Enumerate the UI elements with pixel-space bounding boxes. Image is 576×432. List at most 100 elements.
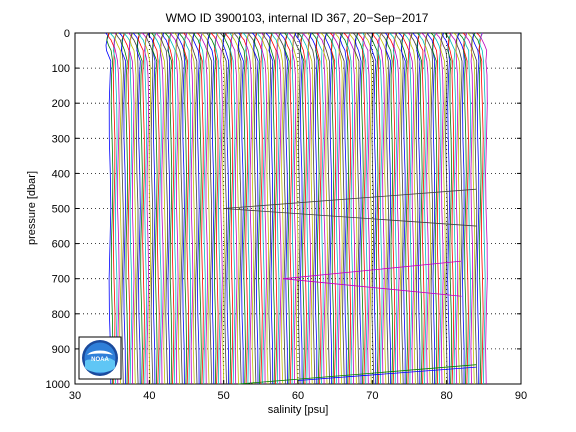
y-tick-label: 400	[52, 168, 70, 180]
profile-line	[279, 32, 288, 385]
profile-segment	[238, 364, 477, 385]
profile-line	[255, 32, 263, 385]
profile-line	[278, 32, 286, 385]
profile-line	[246, 32, 255, 385]
profile-line	[418, 32, 427, 385]
profile-line	[223, 32, 232, 385]
profile-line	[404, 32, 412, 385]
profile-line	[139, 32, 148, 385]
profile-line	[114, 32, 122, 385]
profile-line	[450, 33, 459, 385]
profile-line	[324, 32, 333, 384]
profile-line	[389, 32, 398, 385]
profile-line	[176, 32, 183, 385]
y-tick-label: 0	[64, 28, 70, 40]
profile-line	[471, 32, 478, 385]
profile-segment	[283, 260, 462, 280]
profile-line	[200, 32, 209, 385]
profile-line	[409, 32, 417, 385]
profile-line	[427, 32, 436, 385]
profile-line	[318, 32, 326, 385]
profile-line	[202, 32, 211, 385]
profile-line	[210, 32, 219, 385]
profile-line	[217, 32, 225, 385]
profile-line	[253, 32, 261, 385]
x-tick-label: 60	[292, 390, 304, 402]
profile-line	[308, 32, 316, 385]
profile-line	[425, 32, 434, 385]
profile-line	[412, 32, 421, 385]
profile-line	[263, 32, 272, 385]
profile-line	[215, 32, 223, 385]
profile-line	[378, 32, 385, 385]
y-tick-label: 700	[52, 274, 70, 286]
noaa-logo-text: NOAA	[91, 357, 109, 363]
profile-line	[455, 32, 463, 385]
profile-line	[106, 32, 114, 385]
profile-line	[155, 32, 164, 385]
profile-segment	[283, 278, 462, 297]
profile-line	[207, 32, 215, 385]
profile-line	[152, 32, 160, 385]
profile-line	[440, 32, 448, 385]
profile-line	[316, 32, 324, 385]
profile-line	[387, 32, 396, 385]
chart-title: WMO ID 3900103, internal ID 367, 20−Sep−…	[166, 11, 429, 25]
profile-line	[161, 32, 169, 385]
y-tick-label: 1000	[46, 379, 70, 391]
profile-line	[331, 32, 339, 385]
profile-line	[339, 32, 347, 384]
profile-line	[271, 33, 280, 385]
profile-line	[214, 32, 221, 385]
profile-line	[357, 32, 366, 385]
profile-line	[341, 32, 349, 385]
profile-line	[458, 32, 467, 385]
profile-line	[370, 32, 377, 384]
y-tick-label: 200	[52, 98, 70, 110]
profile-line	[448, 32, 457, 385]
profile-line	[113, 32, 120, 385]
profile-line	[311, 32, 320, 385]
profile-line	[132, 32, 141, 385]
profile-line	[262, 32, 270, 385]
profile-line	[277, 32, 284, 385]
profile-line	[179, 32, 188, 385]
y-axis-label: pressure [dbar]	[26, 171, 38, 245]
profile-line	[238, 32, 246, 385]
profile-line	[292, 32, 299, 385]
profile-line	[185, 32, 194, 385]
profile-line	[270, 32, 278, 385]
profile-line	[121, 32, 129, 385]
profile-line	[472, 32, 480, 385]
profile-line	[309, 32, 318, 384]
profile-line	[269, 32, 276, 385]
profile-line	[162, 32, 171, 385]
y-tick-label: 100	[52, 63, 70, 75]
y-tick-label: 300	[52, 133, 70, 145]
profile-lines	[105, 32, 488, 385]
profile-line	[349, 32, 358, 385]
x-tick-label: 50	[218, 390, 230, 402]
y-tick-label: 500	[52, 204, 70, 216]
profile-line	[177, 32, 185, 385]
profile-line	[124, 32, 133, 385]
profile-line	[457, 32, 465, 385]
x-tick-label: 80	[441, 390, 453, 402]
profile-line	[464, 32, 471, 385]
profile-line	[465, 32, 474, 385]
y-tick-label: 900	[52, 344, 70, 356]
plot-area: 30 40 50 60 70 80 9001002003004005006007008009…	[46, 28, 528, 402]
profile-line	[372, 32, 381, 385]
x-tick-label: 40	[143, 390, 155, 402]
profile-line	[107, 32, 116, 385]
profile-line	[245, 32, 253, 385]
y-tick-label: 800	[52, 309, 70, 321]
profile-line	[232, 32, 240, 385]
profile-line	[256, 32, 265, 385]
profile-line	[286, 32, 295, 385]
profile-line	[191, 32, 198, 385]
noaa-logo: NOAA	[78, 336, 122, 380]
profile-line	[300, 32, 307, 385]
profile-line	[208, 32, 217, 385]
profile-line	[192, 32, 200, 385]
